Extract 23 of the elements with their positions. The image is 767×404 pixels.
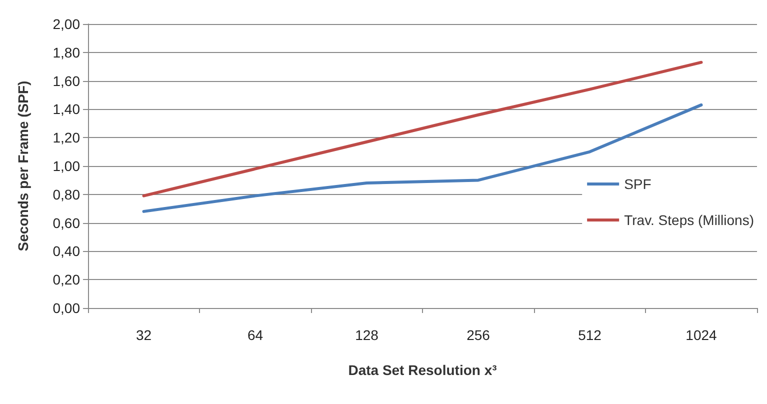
x-tick-label: 256 (466, 327, 490, 343)
y-tick-label: 0,80 (52, 186, 80, 202)
line-series (142, 60, 703, 198)
x-tick-label: 1024 (686, 327, 718, 343)
x-tick-label: 64 (247, 327, 264, 343)
y-axis-title: Seconds per Frame (SPF) (15, 80, 31, 252)
y-tick-label: 0,00 (52, 300, 80, 316)
legend-label: Trav. Steps (Millions) (624, 212, 754, 228)
y-tick-label: 0,60 (52, 214, 80, 231)
legend-label: SPF (624, 176, 652, 192)
y-tick-label: 1,40 (52, 101, 80, 118)
y-tick-label: 1,60 (52, 72, 80, 89)
y-tick-label: 1,00 (52, 158, 80, 174)
x-tick-label: 128 (355, 327, 379, 343)
line-series (142, 103, 703, 213)
y-tick-label: 2,00 (52, 16, 80, 32)
x-tick-label: 32 (136, 327, 152, 343)
x-axis-title: Data Set Resolution x³ (348, 362, 498, 378)
y-tick-label: 1,80 (52, 44, 80, 60)
y-tick-label: 0,40 (52, 243, 80, 260)
y-tick-label: 0,20 (52, 272, 80, 288)
x-tick-label: 512 (578, 327, 602, 343)
y-tick-label: 1,20 (52, 130, 80, 146)
